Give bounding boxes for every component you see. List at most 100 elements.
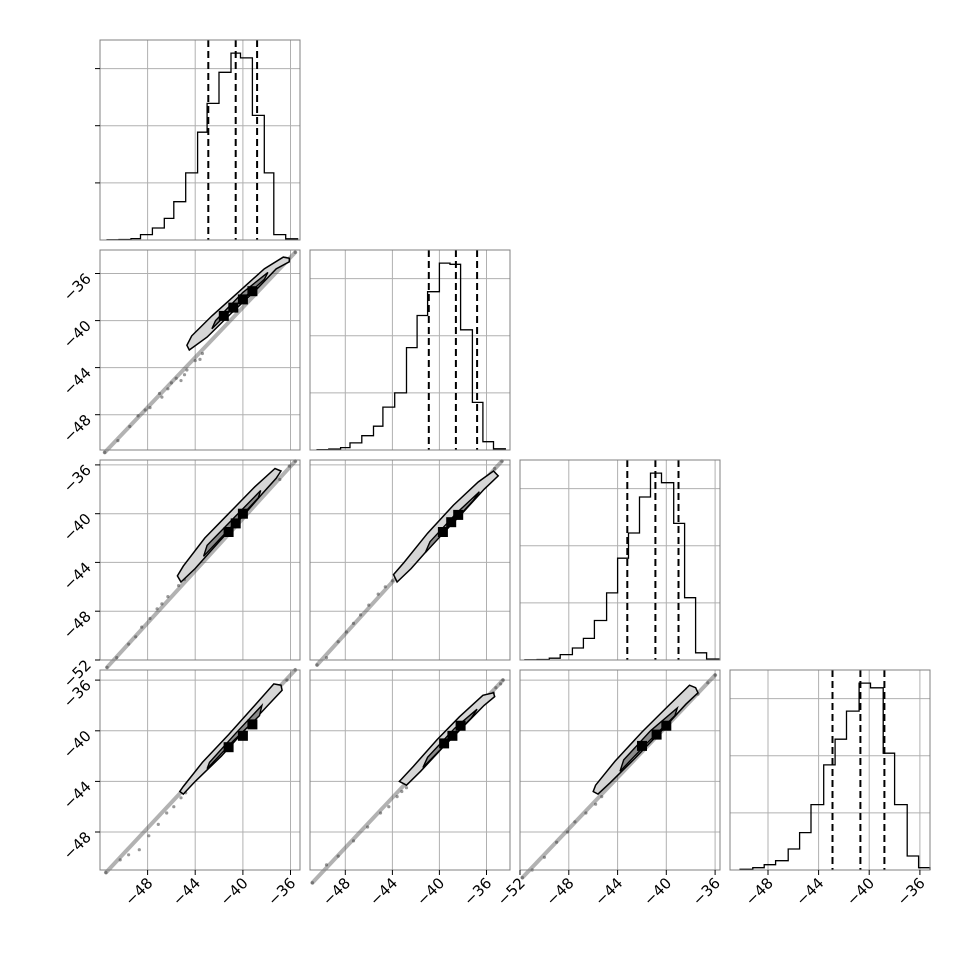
sample-point — [293, 250, 297, 254]
axes-frame — [99, 39, 301, 241]
density-peak — [437, 527, 448, 537]
y-tick-label: −44 — [60, 777, 95, 812]
x-tick-label: −44 — [366, 874, 401, 909]
sample-point — [324, 656, 329, 660]
sample-point — [336, 854, 340, 858]
sample-point — [148, 616, 152, 621]
density-peak — [455, 720, 466, 731]
sample-point — [179, 796, 183, 800]
sample-point — [594, 802, 598, 806]
sample-point — [148, 406, 152, 410]
y-tick-label: −40 — [60, 727, 95, 762]
x-tick-label: −36 — [689, 874, 724, 909]
sample-point — [310, 881, 314, 885]
sample-point — [165, 811, 169, 815]
sample-point — [555, 840, 559, 844]
sample-point — [104, 870, 108, 875]
sample-point — [573, 820, 577, 824]
x-tick-label: −44 — [591, 874, 626, 909]
x-tick-label: −40 — [640, 874, 675, 909]
sample-point — [520, 876, 525, 880]
sample-point — [116, 439, 120, 443]
density-peak — [447, 730, 458, 741]
sample-point — [169, 381, 173, 385]
density-peak — [651, 729, 662, 740]
sample-point — [103, 450, 107, 454]
sample-point — [166, 387, 170, 391]
axes-frame — [519, 459, 721, 661]
sample-point — [198, 357, 202, 361]
sample-point — [351, 839, 356, 843]
sample-point — [287, 464, 291, 468]
sample-point — [160, 395, 164, 399]
histogram-panel-3 — [519, 459, 721, 661]
sample-point — [493, 466, 497, 471]
sample-point — [542, 855, 547, 859]
sample-point — [134, 635, 138, 639]
sample-point — [140, 625, 144, 629]
sample-point — [379, 811, 383, 815]
sample-point — [157, 391, 162, 396]
sample-point — [383, 585, 387, 589]
contour-inner — [619, 705, 679, 772]
sample-point — [336, 640, 340, 644]
sample-band — [102, 250, 298, 455]
x-tick-label: −40 — [217, 874, 252, 909]
sample-point — [143, 408, 147, 412]
sample-point — [713, 673, 717, 677]
scatter-panel-r3-c1 — [309, 669, 511, 885]
sample-point — [278, 477, 282, 482]
axes-frame — [519, 669, 721, 871]
scatter-panel-r2-c1 — [309, 459, 511, 667]
axes-frame — [309, 669, 511, 871]
sample-point — [501, 678, 505, 682]
sample-point — [115, 656, 119, 660]
density-peak — [223, 742, 234, 753]
density-peak — [230, 518, 241, 529]
x-tick-label: −44 — [169, 874, 204, 909]
sample-point — [105, 665, 109, 669]
y-tick-label: −44 — [60, 559, 95, 594]
x-tick-label: −36 — [264, 874, 299, 909]
sample-point — [400, 789, 404, 794]
y-tick-label: −36 — [60, 461, 95, 496]
sample-point — [174, 376, 178, 380]
histogram-steps — [106, 52, 299, 241]
x-tick-label: −36 — [894, 874, 929, 909]
density-peak — [223, 527, 234, 537]
sample-point — [137, 848, 141, 852]
x-tick-label: −36 — [460, 874, 495, 909]
axes-frame — [99, 669, 301, 871]
sample-point — [359, 613, 363, 617]
sample-point — [156, 822, 160, 827]
density-peak — [237, 730, 248, 741]
sample-point — [136, 414, 140, 418]
y-tick-label: −48 — [60, 411, 95, 446]
axes-frame — [309, 249, 511, 451]
density-peak — [453, 509, 464, 520]
sample-point — [179, 379, 183, 383]
sample-point — [128, 424, 132, 429]
sample-point — [315, 663, 319, 667]
sample-point — [127, 642, 131, 646]
sample-band — [105, 459, 298, 670]
density-peak — [228, 302, 239, 313]
sample-point — [118, 858, 122, 862]
sample-point — [160, 602, 164, 606]
x-tick-label: −48 — [319, 874, 354, 909]
sample-point — [127, 853, 131, 857]
histogram-steps — [316, 262, 506, 451]
histogram-panel-1 — [95, 39, 301, 241]
x-tick-label: −48 — [542, 874, 577, 909]
density-peak — [439, 738, 450, 749]
sample-point — [324, 863, 329, 867]
scatter-panel-r3-c0 — [99, 668, 301, 875]
sample-point — [566, 830, 570, 834]
x-tick-label: −48 — [742, 874, 777, 909]
histogram-panel-4 — [729, 669, 931, 871]
histogram-steps — [739, 682, 931, 870]
density-peak — [218, 310, 229, 321]
y-tick-label: −40 — [60, 317, 95, 352]
sample-point — [177, 584, 181, 588]
